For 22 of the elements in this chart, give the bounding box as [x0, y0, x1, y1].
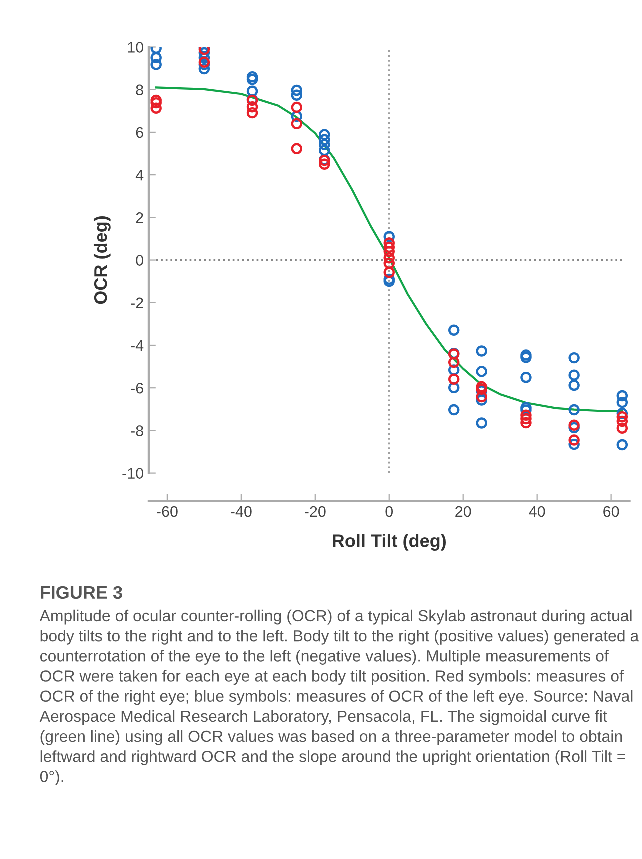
y-axis-title: OCR (deg) [94, 216, 111, 304]
y-tick-label: -8 [131, 426, 144, 436]
y-tick-label: 10 [128, 42, 144, 53]
y-tick-label: 4 [136, 170, 144, 181]
y-tick-label: -2 [131, 298, 144, 308]
y-tick-label: 0 [136, 255, 144, 266]
x-tick-label: 20 [456, 506, 472, 518]
x-tick-label: -20 [305, 506, 326, 518]
x-tick-label: -40 [231, 506, 252, 518]
y-tick-label: -4 [131, 340, 144, 352]
y-tick-label: -6 [131, 382, 144, 394]
x-axis-title: Roll Tilt (deg) [333, 534, 446, 551]
x-tick-label: 40 [529, 506, 546, 518]
text: FIGURE 3 [41, 586, 122, 600]
text: Amplitude of ocular counter-rolling (OCR) of a typical Skylab astronaut during actual body tilts to the right and to the left. Body tilt to the right (positive values) generated a counterrotation of the eye to the left (negative values). Multiple measurements of OCR were taken for each eye at each body tilt position. Red symbols: measures of OCR of the right eye; blue symbols: measures of OCR of the left eye. Source: Naval Aerospace Medical Research Laboratory, Pensacola, FL. The sigmoidal curve fit (green line) using all OCR values was based on a three-parameter model to obtain leftward and rightward OCR and the slope around the upright orientation (Roll Tilt = 0°). [40, 610, 640, 786]
y-tick-label: -10 [122, 468, 144, 479]
y-tick-label: 8 [136, 84, 144, 96]
y-tick-label: 2 [136, 212, 144, 224]
x-tick-label: 60 [604, 506, 620, 518]
x-tick-label: -60 [157, 506, 178, 518]
x-tick-label: 0 [386, 506, 394, 518]
y-tick-label: 6 [136, 127, 144, 138]
